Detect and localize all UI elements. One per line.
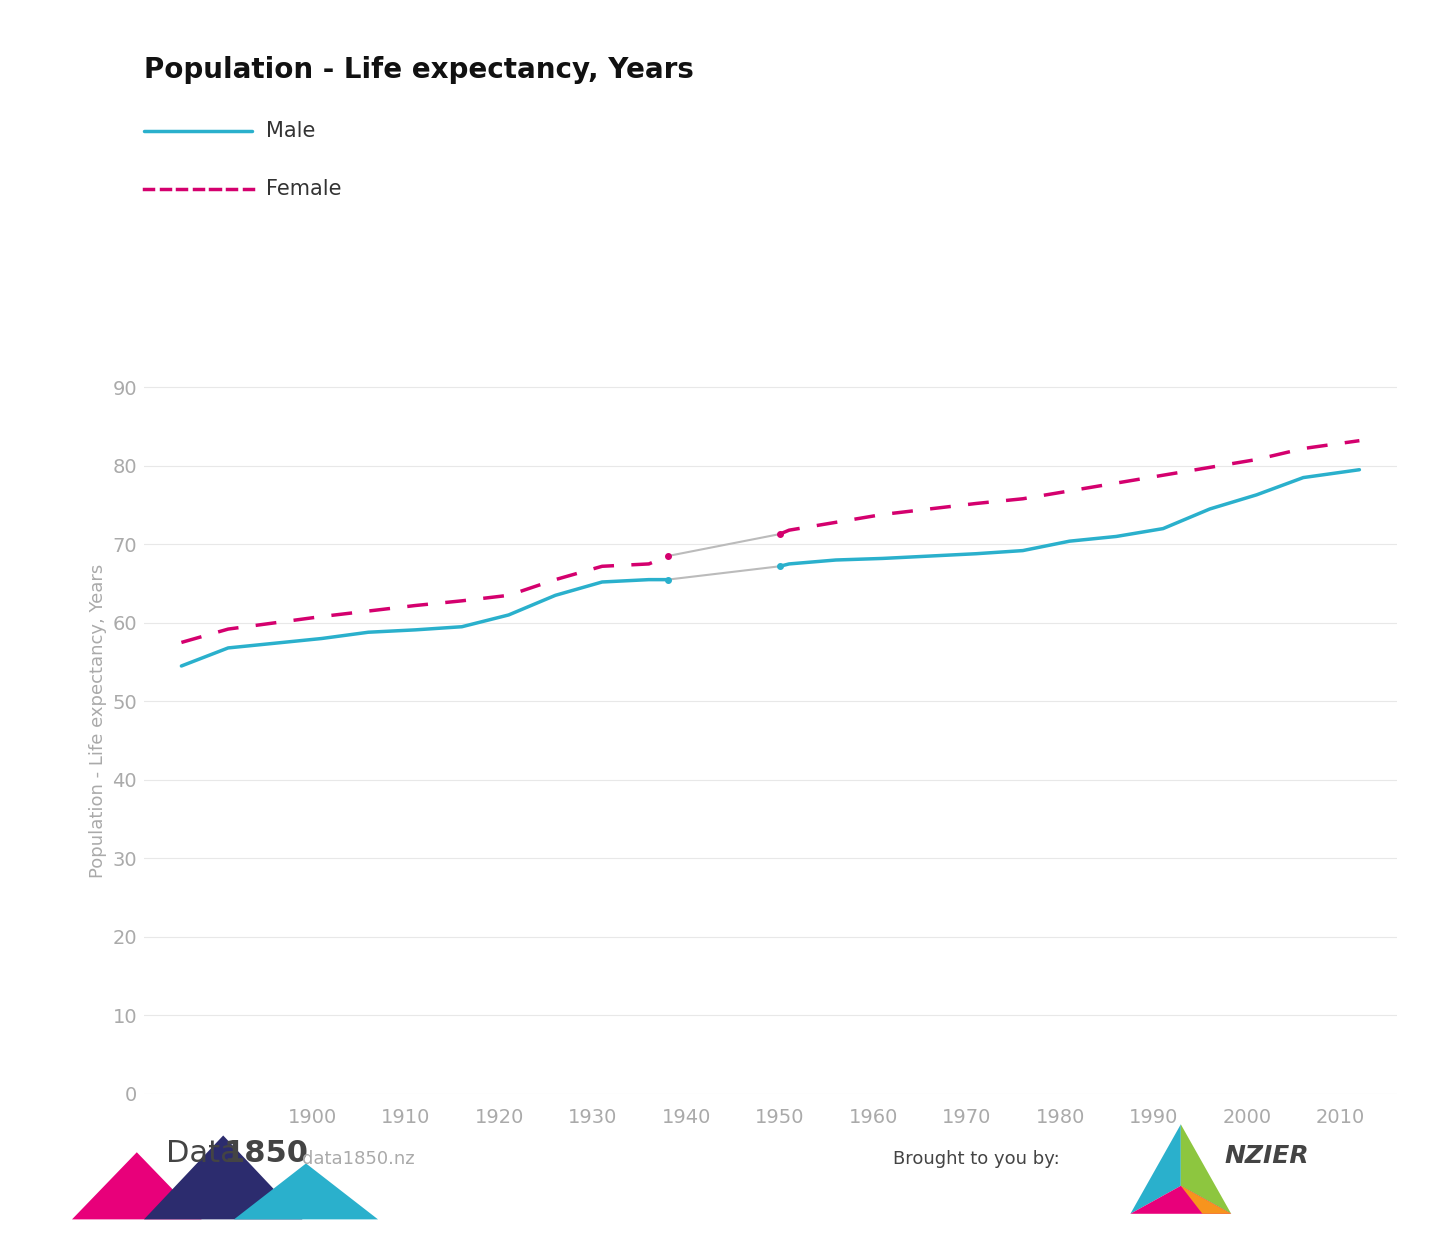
Text: Brought to you by:: Brought to you by: [893, 1151, 1060, 1168]
Text: data1850.nz: data1850.nz [302, 1151, 415, 1168]
Polygon shape [233, 1163, 377, 1219]
Text: Female: Female [266, 179, 341, 199]
Text: NZIER: NZIER [1224, 1145, 1309, 1168]
Polygon shape [1130, 1125, 1181, 1213]
Polygon shape [1181, 1186, 1231, 1213]
Text: Data: Data [166, 1140, 239, 1168]
Text: Population - Life expectancy, Years: Population - Life expectancy, Years [144, 56, 694, 85]
Polygon shape [1130, 1186, 1231, 1213]
Polygon shape [144, 1136, 302, 1219]
Text: 1850: 1850 [223, 1140, 308, 1168]
Polygon shape [72, 1152, 202, 1219]
Y-axis label: Population - Life expectancy, Years: Population - Life expectancy, Years [89, 564, 108, 878]
Polygon shape [1181, 1125, 1231, 1213]
Text: Male: Male [266, 121, 315, 140]
